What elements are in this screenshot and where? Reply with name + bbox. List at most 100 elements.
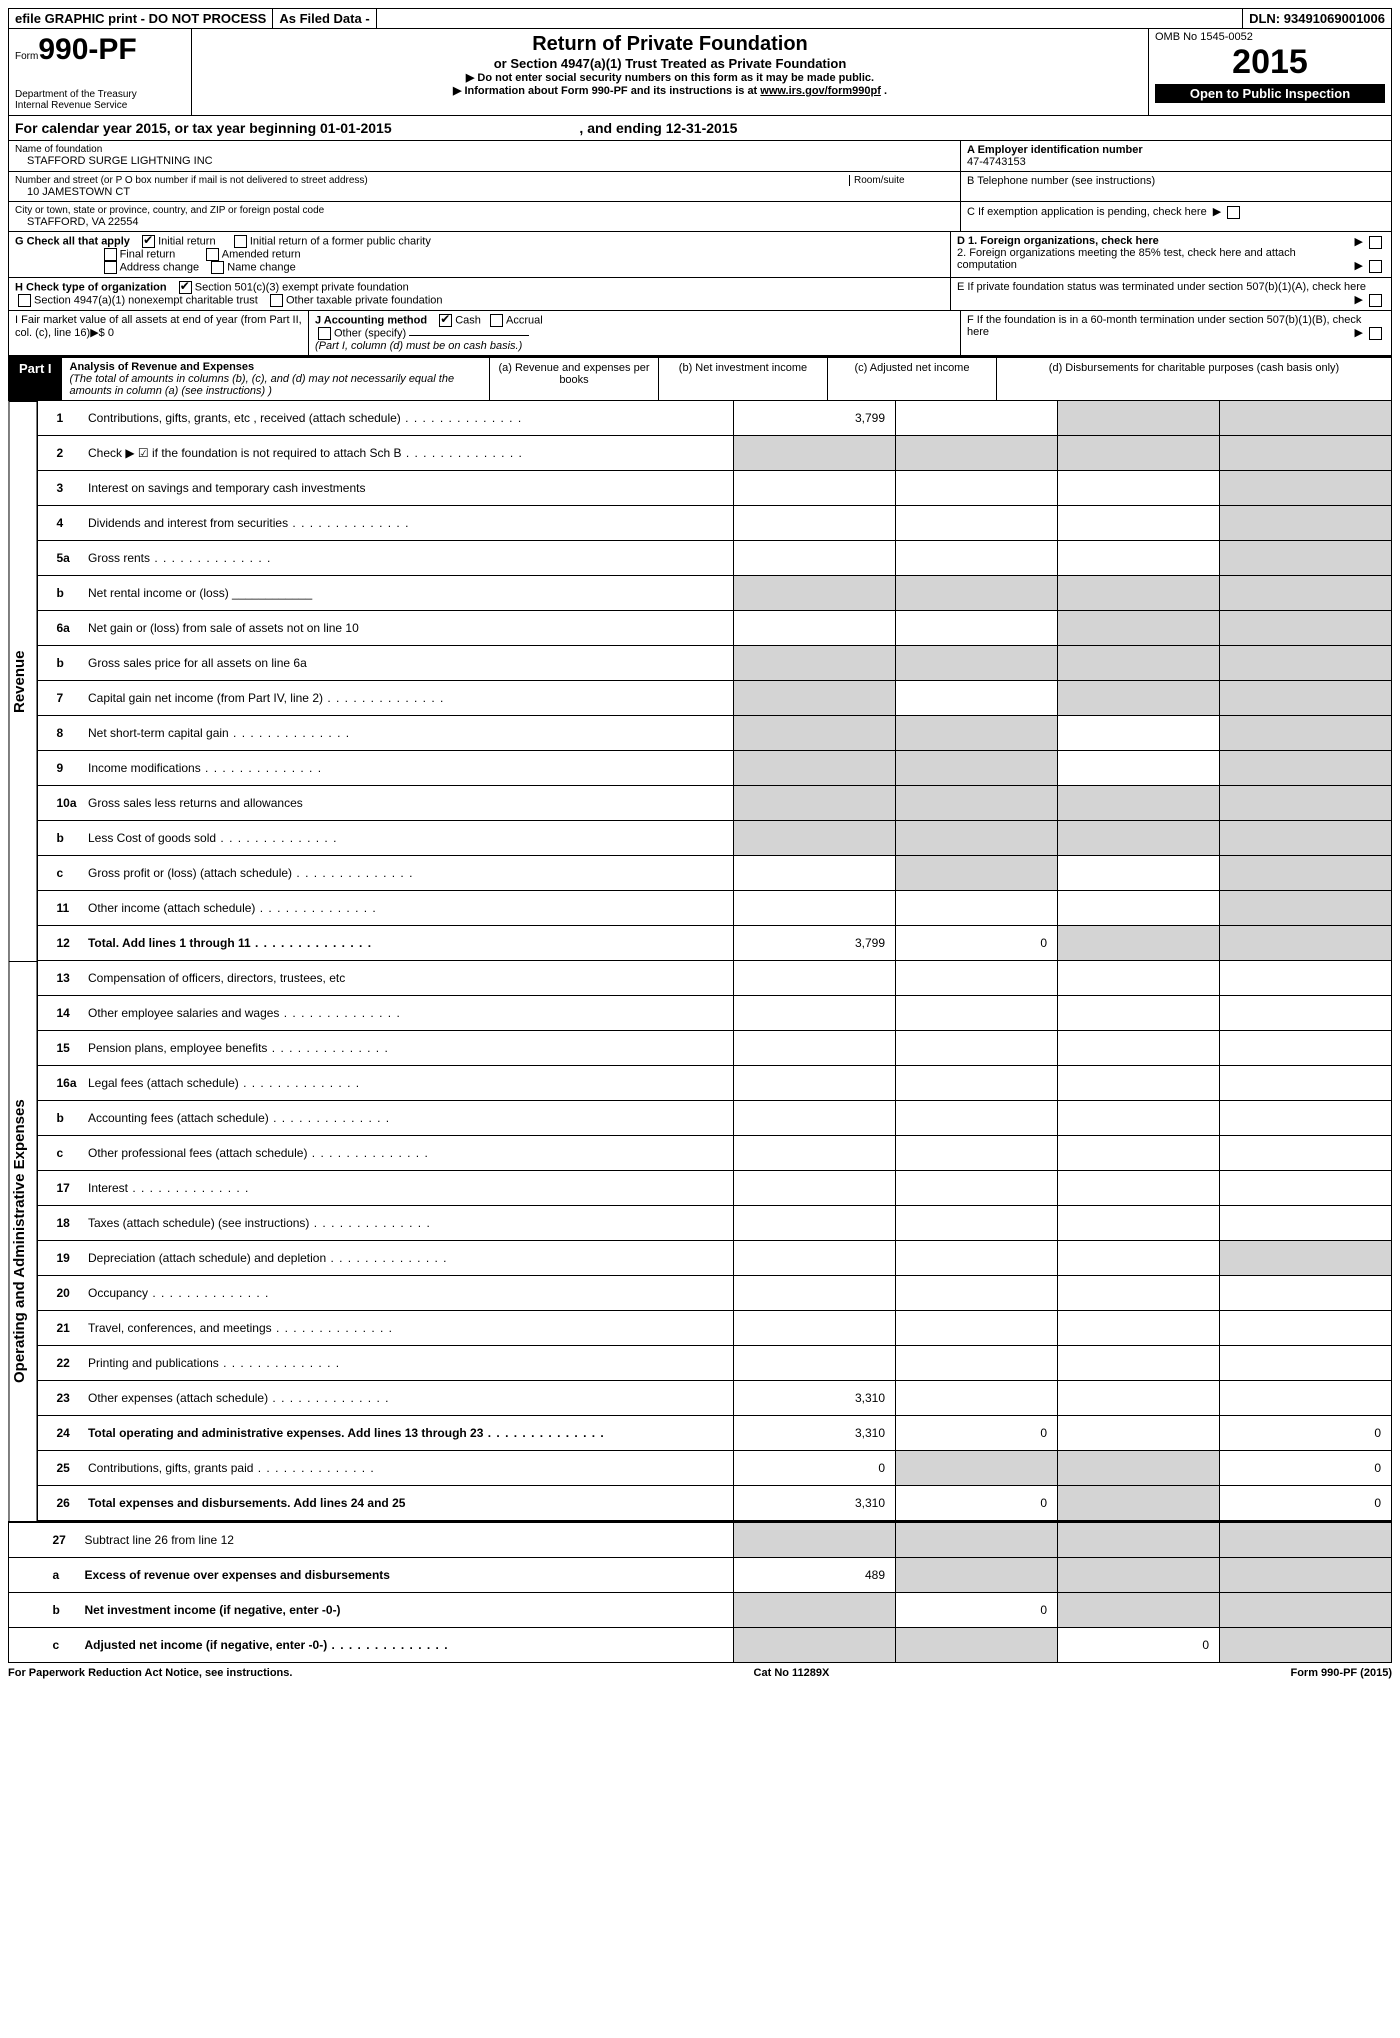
line-10c-label: Gross profit or (loss) (attach schedule) — [82, 856, 734, 891]
line-27b-spacer — [9, 1593, 35, 1628]
foundation-info-grid: Name of foundation STAFFORD SURGE LIGHTN… — [8, 141, 1392, 232]
h-501c3-checkbox[interactable] — [179, 281, 192, 294]
line-10c-col-c — [1058, 856, 1220, 891]
g-opt-amended: Amended return — [222, 248, 301, 260]
j-cash: Cash — [455, 314, 481, 326]
line-11-num: 11 — [38, 891, 82, 926]
line-23-num: 23 — [38, 1381, 82, 1416]
j-other-checkbox[interactable] — [318, 327, 331, 340]
page-footer: For Paperwork Reduction Act Notice, see … — [8, 1663, 1392, 1683]
line-27a-label: Excess of revenue over expenses and disb… — [79, 1558, 734, 1593]
line-13-col-a — [734, 961, 896, 996]
g-final-checkbox[interactable] — [104, 248, 117, 261]
line-13-label: Compensation of officers, directors, tru… — [82, 961, 734, 996]
efile-notice: efile GRAPHIC print - DO NOT PROCESS — [9, 9, 273, 28]
j-cash-checkbox[interactable] — [439, 314, 452, 327]
g-name-checkbox[interactable] — [211, 261, 224, 274]
line-16b-col-b — [896, 1101, 1058, 1136]
line-17-col-b — [896, 1171, 1058, 1206]
room-label: Room/suite — [854, 175, 954, 186]
line-27a-col-a: 489 — [734, 1558, 896, 1593]
line-27a-col-b — [896, 1558, 1058, 1593]
line-6b-col-c — [1058, 646, 1220, 681]
line-16a-num: 16a — [38, 1066, 82, 1101]
g-initial-former-checkbox[interactable] — [234, 235, 247, 248]
d1-checkbox[interactable] — [1369, 236, 1382, 249]
line-5a-num: 5a — [38, 541, 82, 576]
f-checkbox[interactable] — [1369, 327, 1382, 340]
line-23-col-c — [1058, 1381, 1220, 1416]
line-14-col-a — [734, 996, 896, 1031]
line-6b: b Gross sales price for all assets on li… — [38, 646, 1392, 681]
line-16a-col-b — [896, 1066, 1058, 1101]
line-8-label: Net short-term capital gain — [82, 716, 734, 751]
line-27c-col-d — [1220, 1628, 1392, 1663]
line-15-col-a — [734, 1031, 896, 1066]
line-16c-label: Other professional fees (attach schedule… — [82, 1136, 734, 1171]
h-other-checkbox[interactable] — [270, 294, 283, 307]
line-22-num: 22 — [38, 1346, 82, 1381]
e-checkbox[interactable] — [1369, 294, 1382, 307]
line-8-col-a — [734, 716, 896, 751]
e-block: E If private foundation status was termi… — [951, 278, 1391, 310]
line-12: 12 Total. Add lines 1 through 11 3,799 0 — [38, 926, 1392, 961]
line-10c-col-a — [734, 856, 896, 891]
line-27: 27 Subtract line 26 from line 12 — [9, 1522, 1392, 1558]
line-8-col-b — [896, 716, 1058, 751]
footer-right: Form 990-PF (2015) — [1290, 1667, 1392, 1679]
line-1-col-a: 3,799 — [734, 401, 896, 436]
line-22-col-a — [734, 1346, 896, 1381]
note2-link[interactable]: www.irs.gov/form990pf — [760, 85, 881, 97]
i-block: I Fair market value of all assets at end… — [9, 311, 309, 355]
dln-value: 93491069001006 — [1284, 11, 1385, 26]
line-8-num: 8 — [38, 716, 82, 751]
line-16b-label: Accounting fees (attach schedule) — [82, 1101, 734, 1136]
check-row-g: G Check all that apply Initial return In… — [8, 232, 1392, 278]
line-3-col-b — [896, 471, 1058, 506]
line-16c-col-b — [896, 1136, 1058, 1171]
line-17-col-c — [1058, 1171, 1220, 1206]
line-25-label: Contributions, gifts, grants paid — [82, 1451, 734, 1486]
line-24: 24 Total operating and administrative ex… — [38, 1416, 1392, 1451]
line-20-num: 20 — [38, 1276, 82, 1311]
line-4-col-d — [1220, 506, 1392, 541]
g-address-checkbox[interactable] — [104, 261, 117, 274]
j-block: J Accounting method Cash Accrual Other (… — [309, 311, 961, 355]
line-5b: b Net rental income or (loss) __________… — [38, 576, 1392, 611]
line-24-label: Total operating and administrative expen… — [82, 1416, 734, 1451]
line-27a-spacer — [9, 1558, 35, 1593]
line-19: 19 Depreciation (attach schedule) and de… — [38, 1241, 1392, 1276]
g-opt-final: Final return — [120, 248, 176, 260]
line-2-col-c — [1058, 436, 1220, 471]
line-5b-col-c — [1058, 576, 1220, 611]
d2-checkbox[interactable] — [1369, 260, 1382, 273]
irs-label: Internal Revenue Service — [15, 100, 185, 111]
part1-desc: Analysis of Revenue and Expenses (The to… — [62, 358, 489, 400]
line-10b-col-c — [1058, 821, 1220, 856]
line-7-col-b — [896, 681, 1058, 716]
c-checkbox[interactable] — [1227, 206, 1240, 219]
d-block: D 1. Foreign organizations, check here ▶… — [951, 232, 1391, 277]
line-14-col-d — [1220, 996, 1392, 1031]
line-5a-col-b — [896, 541, 1058, 576]
line-10b-num: b — [38, 821, 82, 856]
line-16a-col-a — [734, 1066, 896, 1101]
line-10a-col-c — [1058, 786, 1220, 821]
ein-cell: A Employer identification number 47-4743… — [961, 141, 1391, 172]
line27-table: 27 Subtract line 26 from line 12 a Exces… — [8, 1521, 1392, 1663]
line-26-num: 26 — [38, 1486, 82, 1521]
h-4947-checkbox[interactable] — [18, 294, 31, 307]
line-23-label: Other expenses (attach schedule) — [82, 1381, 734, 1416]
line-3-num: 3 — [38, 471, 82, 506]
h-opt3: Other taxable private foundation — [286, 294, 443, 306]
g-initial-return-checkbox[interactable] — [142, 235, 155, 248]
j-accrual-checkbox[interactable] — [490, 314, 503, 327]
calendar-year-bar: For calendar year 2015, or tax year begi… — [8, 116, 1392, 141]
line-21: 21 Travel, conferences, and meetings — [38, 1311, 1392, 1346]
exemption-cell: C If exemption application is pending, c… — [961, 202, 1391, 231]
line-12-num: 12 — [38, 926, 82, 961]
line-23: 23 Other expenses (attach schedule) 3,31… — [38, 1381, 1392, 1416]
part1-tab: Part I — [9, 358, 62, 400]
g-amended-checkbox[interactable] — [206, 248, 219, 261]
form-number-block: Form990-PF Department of the Treasury In… — [9, 29, 192, 115]
